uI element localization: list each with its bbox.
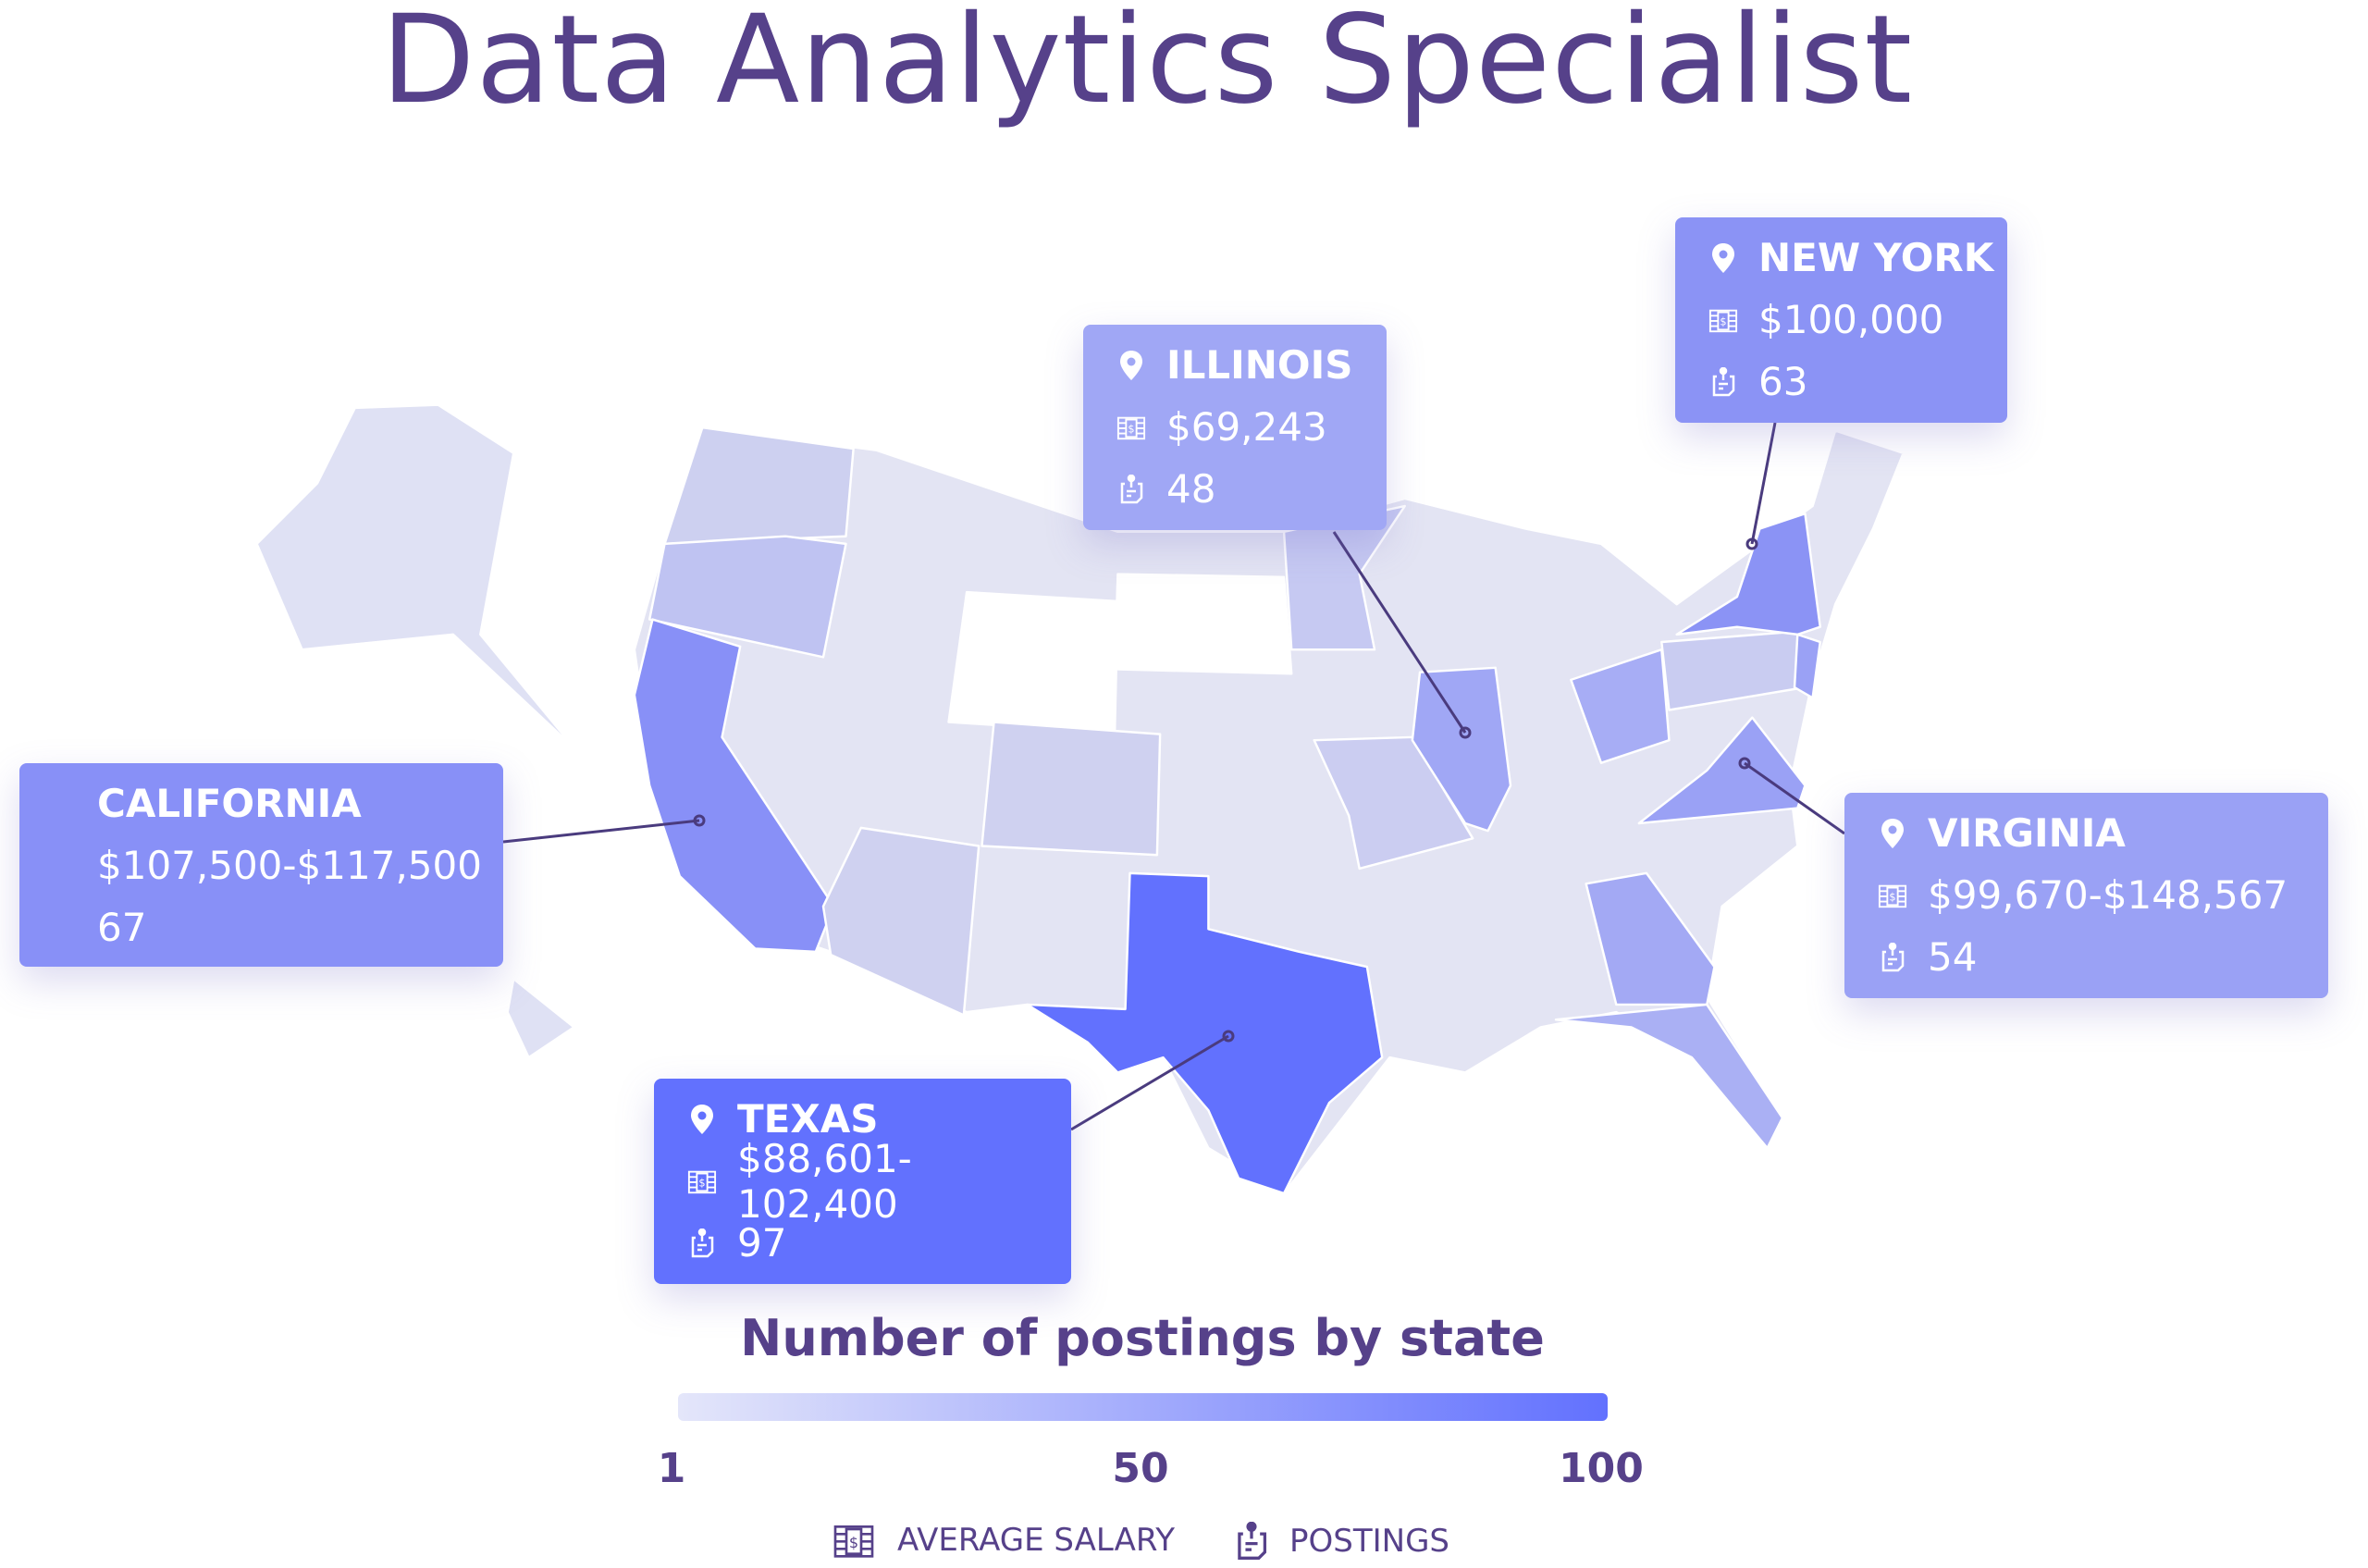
callout-state-name: NEW YORK xyxy=(1758,235,1994,280)
map-pin-icon xyxy=(687,1104,717,1134)
callout-salary: $107,500-$117,500 xyxy=(97,843,482,888)
svg-text:$: $ xyxy=(1128,423,1134,435)
state-colorado xyxy=(980,721,1162,857)
callout-postings: 67 xyxy=(97,905,147,950)
state-new-york xyxy=(1675,512,1821,636)
legend-key-label: POSTINGS xyxy=(1289,1523,1450,1560)
state-virginia xyxy=(1637,716,1807,825)
legend-key-label: AVERAGE SALARY xyxy=(897,1522,1176,1559)
callout-salary: $99,670-$148,567 xyxy=(1928,872,2288,918)
callout-salary: $69,243 xyxy=(1166,404,1327,450)
state-wyoming xyxy=(947,590,1119,735)
postings-icon xyxy=(687,1228,717,1258)
state-new-jersey xyxy=(1793,633,1821,699)
postings-icon xyxy=(1878,942,1907,972)
state-alaska xyxy=(255,403,575,749)
callout-postings: 54 xyxy=(1928,934,1978,980)
state-illinois xyxy=(1411,666,1512,833)
leader-line-virginia xyxy=(1744,761,1845,835)
callout-salary: $100,000 xyxy=(1758,297,1944,342)
postings-icon xyxy=(1708,366,1738,397)
salary-icon: $ xyxy=(687,1167,717,1196)
leader-line-new-york xyxy=(1750,422,1777,545)
state-florida xyxy=(1554,1003,1784,1150)
salary-icon: $ xyxy=(1708,305,1738,335)
state-oregon xyxy=(648,535,847,659)
callout-state-name: CALIFORNIA xyxy=(97,781,362,826)
callout-california: CALIFORNIA $107,500-$117,500 67 xyxy=(19,763,503,967)
state-ohio xyxy=(1570,648,1671,764)
svg-text:$: $ xyxy=(1720,315,1726,327)
postings-icon xyxy=(1116,474,1146,504)
callout-state-name: ILLINOIS xyxy=(1166,342,1353,388)
svg-text:$: $ xyxy=(1889,891,1895,903)
leader-line-illinois xyxy=(1332,531,1467,734)
leader-line-california xyxy=(502,819,700,844)
map-pin-icon xyxy=(1708,242,1738,273)
salary-icon: $ xyxy=(833,1525,874,1558)
callout-salary: $88,601-102,400 xyxy=(737,1135,912,1227)
svg-text:$: $ xyxy=(849,1534,858,1551)
salary-icon: $ xyxy=(1878,881,1907,910)
callout-state-name: TEXAS xyxy=(737,1096,879,1142)
state-california xyxy=(633,618,835,954)
state-texas xyxy=(1026,871,1384,1195)
callout-postings: 48 xyxy=(1166,466,1216,512)
callout-texas: TEXAS $ $88,601-102,400 97 xyxy=(654,1079,1071,1284)
legend-tick-mid: 50 xyxy=(1112,1445,1169,1492)
state-arizona xyxy=(821,826,980,1017)
callout-postings: 97 xyxy=(737,1220,787,1266)
state-washington xyxy=(663,426,855,546)
map-pin-icon xyxy=(1878,818,1907,848)
state-missouri xyxy=(1313,735,1474,870)
page-title: Data Analytics Specialist xyxy=(380,0,1914,131)
legend-title: Number of postings by state xyxy=(740,1309,1545,1367)
state-georgia xyxy=(1585,871,1716,1006)
legend-color-scale xyxy=(678,1393,1608,1421)
legend-key-salary: $ AVERAGE SALARY xyxy=(832,1522,1175,1559)
svg-text:$: $ xyxy=(698,1177,705,1189)
state-south-dakota xyxy=(1113,573,1293,675)
postings-icon xyxy=(1238,1522,1267,1560)
legend-tick-min: 1 xyxy=(657,1445,686,1492)
callout-illinois: ILLINOIS $ $69,243 48 xyxy=(1083,325,1387,530)
legend-key-postings: POSTINGS xyxy=(1236,1522,1449,1561)
callout-postings: 63 xyxy=(1758,359,1808,404)
salary-icon: $ xyxy=(1116,413,1146,442)
callout-virginia: VIRGINIA $ $99,670-$148,567 54 xyxy=(1844,793,2328,998)
state-hawaii xyxy=(506,977,575,1059)
callout-new-york: NEW YORK $ $100,000 63 xyxy=(1675,217,2007,423)
callout-state-name: VIRGINIA xyxy=(1928,810,2126,856)
map-pin-icon xyxy=(1116,350,1146,380)
leader-line-texas xyxy=(1070,1034,1229,1131)
legend-tick-max: 100 xyxy=(1559,1445,1644,1492)
